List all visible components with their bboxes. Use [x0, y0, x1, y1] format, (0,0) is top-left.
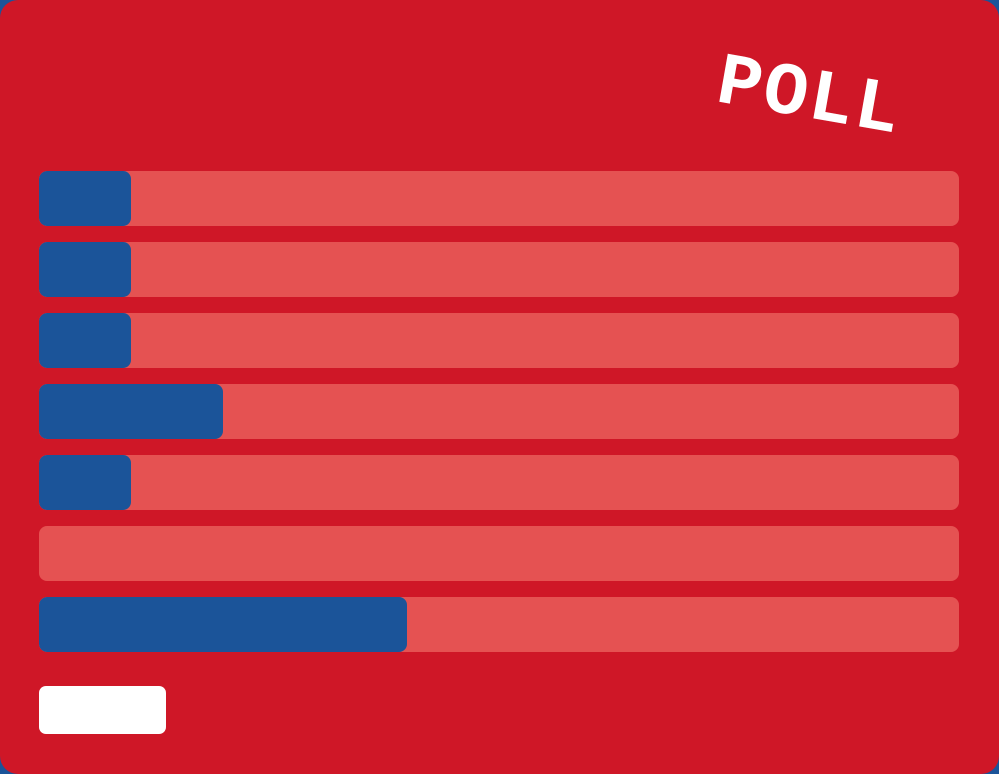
poll-option-result-bar: [39, 242, 131, 297]
poll-title: POLL: [710, 40, 908, 156]
poll-option-result-bar: [39, 597, 407, 652]
submit-vote-button[interactable]: [39, 686, 166, 734]
poll-option-result-bar: [39, 313, 131, 368]
poll-option-6[interactable]: [39, 526, 959, 581]
poll-option-2[interactable]: [39, 242, 959, 297]
poll-option-result-bar: [39, 455, 131, 510]
poll-option-result-bar: [39, 384, 223, 439]
poll-option-4[interactable]: [39, 384, 959, 439]
poll-option-7[interactable]: [39, 597, 959, 652]
poll-options: [39, 171, 959, 668]
poll-option-1[interactable]: [39, 171, 959, 226]
poll-option-result-bar: [39, 171, 131, 226]
poll-option-3[interactable]: [39, 313, 959, 368]
poll-option-5[interactable]: [39, 455, 959, 510]
